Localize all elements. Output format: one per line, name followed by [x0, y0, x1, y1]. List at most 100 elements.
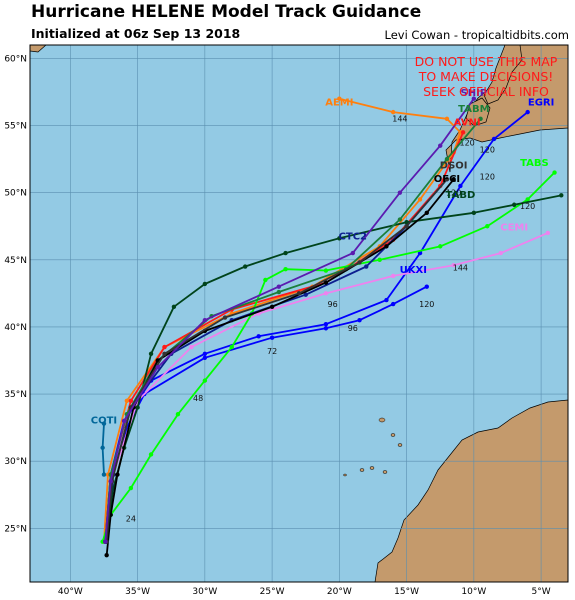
- track-point: [229, 344, 234, 350]
- credit-text: Levi Cowan - tropicaltidbits.com: [384, 28, 570, 42]
- track-point: [283, 250, 288, 256]
- track-point: [323, 280, 329, 285]
- track-point: [202, 281, 208, 287]
- forecast-hour-label: 120: [459, 139, 474, 148]
- track-line: [104, 98, 475, 542]
- island: [343, 473, 347, 477]
- model-label-tabm: TABM: [458, 104, 489, 115]
- forecast-hour-label: 96: [348, 324, 358, 333]
- lat-tick-label: 35°N: [4, 390, 27, 400]
- warning-line: TO MAKE DECISIONS!: [418, 69, 554, 84]
- lon-tick-label: 30°W: [192, 587, 217, 597]
- track-point: [202, 318, 208, 323]
- track-point: [451, 177, 456, 182]
- track-point: [498, 250, 503, 256]
- track-point: [525, 109, 530, 115]
- model-label-coti: COTI: [91, 416, 117, 427]
- lat-tick-label: 55°N: [4, 122, 27, 132]
- warning-line: DO NOT USE THIS MAP: [415, 54, 558, 69]
- island: [359, 468, 365, 472]
- track-point: [404, 224, 409, 229]
- track-point: [101, 421, 107, 426]
- forecast-hour-label: 120: [480, 172, 495, 181]
- forecast-hour-label: 120: [480, 145, 495, 154]
- track-point: [269, 335, 275, 340]
- track-point: [148, 452, 154, 457]
- track-point: [404, 220, 409, 225]
- track-point: [162, 344, 167, 350]
- track-point: [384, 244, 389, 249]
- track-point: [357, 260, 362, 265]
- track-point: [491, 136, 497, 142]
- track-coti: [100, 421, 107, 477]
- lon-tick-label: 40°W: [58, 587, 83, 597]
- lon-tick-label: 5°W: [532, 587, 551, 597]
- ireland-land: [465, 97, 491, 127]
- track-point: [276, 289, 282, 295]
- track-ship: [103, 96, 477, 544]
- track-point: [303, 292, 308, 297]
- track-point: [390, 301, 396, 307]
- track-point: [243, 264, 248, 269]
- greenland-tip: [30, 45, 47, 53]
- model-label-aemi: AEMI: [325, 97, 353, 108]
- track-point: [390, 109, 396, 115]
- model-label-ofci: OFCI: [434, 174, 460, 185]
- track-point: [377, 257, 382, 262]
- warning-line: SEEK OFFICIAL INFO: [423, 84, 549, 99]
- model-label-tabd: TABD: [446, 190, 476, 201]
- track-point: [104, 552, 109, 558]
- track-point: [175, 411, 181, 417]
- forecast-hour-label: 144: [392, 115, 407, 124]
- track-point: [100, 445, 105, 450]
- forecast-hour-label: 120: [520, 202, 535, 211]
- track-point: [337, 236, 342, 241]
- track-point: [444, 156, 450, 162]
- track-point: [283, 266, 288, 272]
- track-point: [189, 344, 194, 350]
- track-point: [202, 351, 208, 356]
- track-point: [135, 405, 140, 410]
- track-point: [471, 96, 477, 101]
- track-ofci: 120: [104, 177, 461, 558]
- africa-land: [374, 399, 568, 582]
- track-point: [512, 202, 517, 207]
- track-point: [390, 273, 396, 279]
- track-point: [263, 277, 268, 283]
- track-point: [337, 96, 342, 101]
- track-point: [323, 268, 329, 273]
- track-dsoi: [104, 177, 450, 544]
- forecast-hour-label: 120: [446, 188, 461, 197]
- init-time: Initialized at 06z Sep 13 2018: [31, 26, 241, 41]
- track-point: [451, 262, 456, 268]
- forecast-hour-label: 96: [328, 300, 338, 309]
- track-point: [444, 177, 450, 182]
- track-point: [121, 418, 127, 424]
- lat-tick-label: 60°N: [4, 54, 27, 64]
- model-tracks: 144 120 120 72 96 120 96 144 24 48 120 120 120: [100, 96, 564, 558]
- forecast-hour-label: 72: [267, 347, 277, 356]
- track-point: [357, 318, 362, 323]
- track-point: [424, 284, 429, 289]
- lat-tick-label: 40°N: [4, 323, 27, 333]
- track-point: [478, 116, 483, 122]
- model-labels: AEMI AVNI EGRI UKXI CEMI TABS TABD TABM CTC2 COTI…: [91, 88, 555, 427]
- track-point: [350, 250, 355, 256]
- track-point: [296, 291, 302, 296]
- track-point: [124, 398, 130, 403]
- lon-tick-label: 20°W: [327, 587, 352, 597]
- forecast-hour-label: 48: [193, 394, 203, 403]
- track-point: [128, 398, 134, 403]
- track-point: [148, 351, 154, 356]
- track-point: [276, 284, 282, 289]
- model-label-ship: SHIP: [461, 88, 488, 99]
- model-label-ukxi: UKXI: [400, 265, 427, 276]
- track-point: [171, 304, 177, 309]
- track-point: [269, 304, 275, 309]
- forecast-hour-label: 144: [453, 264, 468, 273]
- lon-tick-label: 15°W: [394, 587, 419, 597]
- track-point: [438, 143, 443, 148]
- track-point: [103, 539, 108, 544]
